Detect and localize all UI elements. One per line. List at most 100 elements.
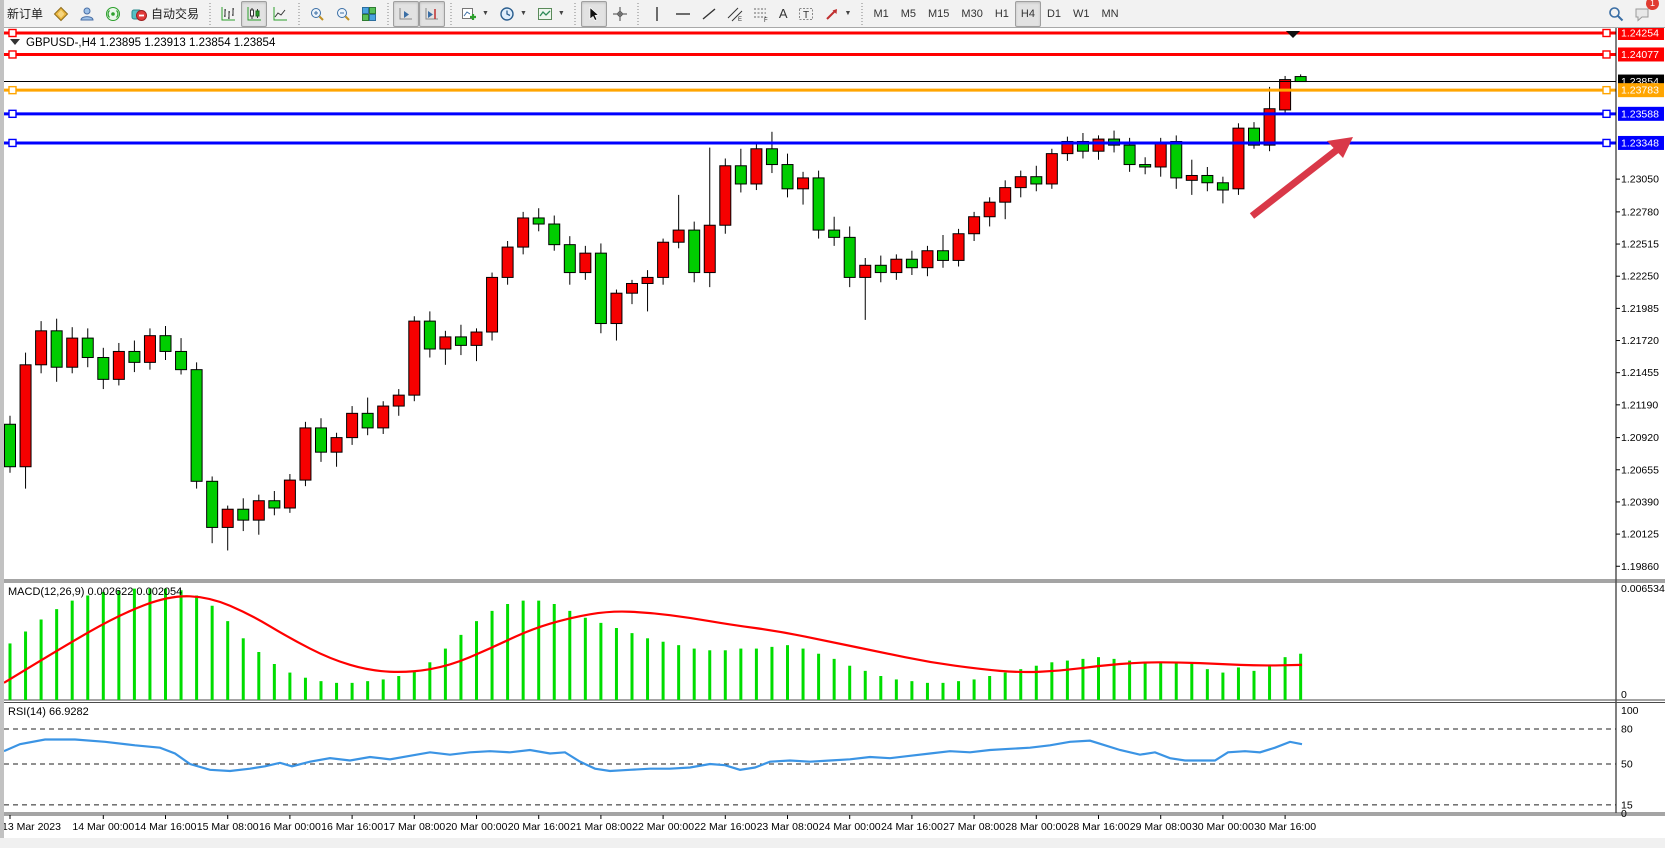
cursor-tool-button[interactable]: [580, 0, 607, 27]
candle-body: [439, 336, 452, 350]
text-tool-button[interactable]: A: [774, 1, 793, 27]
hline-tool-button[interactable]: [670, 1, 696, 27]
crosshair-tool-button[interactable]: [607, 1, 633, 27]
candle-body: [968, 216, 981, 235]
autotrade-button[interactable]: 自动交易: [126, 1, 204, 27]
level-anchor-left[interactable]: [8, 28, 17, 38]
line-chart-button[interactable]: [267, 1, 293, 27]
chart-shift-icon: [425, 7, 439, 19]
fibonacci-tool-button[interactable]: F: [748, 1, 774, 27]
vline-tool-button[interactable]: [644, 1, 670, 27]
candle-body: [486, 276, 499, 333]
level-anchor-left[interactable]: [8, 109, 17, 119]
channel-tool-button[interactable]: E: [722, 1, 748, 27]
chart-canvas[interactable]: 1.23050 1.22780 1.22515 1.22250 1.21985 1.217…: [0, 26, 1665, 838]
template-button[interactable]: ▼: [532, 1, 570, 27]
price-level-badge-text: 1.23588: [1621, 108, 1659, 120]
timeframe-W1[interactable]: W1: [1073, 7, 1090, 20]
candle-body: [983, 201, 996, 218]
level-anchor-left[interactable]: [8, 50, 17, 59]
price-tick-label: 1.21720: [1621, 335, 1659, 347]
cursor-icon: [589, 6, 600, 21]
search-button[interactable]: [1603, 1, 1629, 27]
candle-body: [330, 437, 343, 453]
level-anchor-right[interactable]: [1602, 85, 1611, 95]
candle-body: [392, 394, 405, 407]
time-label: 27 Mar 08:00: [943, 821, 1005, 833]
candle-body: [828, 229, 841, 238]
candle-body: [283, 479, 296, 509]
timeframe-H4[interactable]: H4: [1014, 0, 1041, 27]
candle-body: [112, 350, 125, 380]
level-anchor-right[interactable]: [1602, 28, 1611, 38]
candle-body: [66, 337, 79, 368]
time-label: 29 Mar 08:00: [1130, 821, 1192, 833]
trend-arrow-head[interactable]: [1327, 137, 1353, 158]
timeframe-M30[interactable]: M30: [961, 7, 983, 20]
rsi-scale-label: 15: [1621, 799, 1633, 811]
market-watch-button[interactable]: [74, 1, 100, 27]
chat-button[interactable]: 1: [1629, 0, 1659, 27]
new-order-button[interactable]: 新订单: [2, 1, 48, 27]
price-level-badge: [1618, 135, 1664, 150]
chart-shift-button[interactable]: [419, 0, 446, 27]
add-indicator-icon: [462, 7, 477, 20]
trendline-tool-button[interactable]: [696, 1, 722, 27]
candle-body: [1170, 140, 1183, 179]
candle-body: [672, 229, 685, 243]
dropdown-caret-icon: ▼: [844, 10, 852, 17]
chat-bubble-icon: [1635, 8, 1649, 22]
candle-body: [128, 350, 141, 363]
timeframe-MN[interactable]: MN: [1101, 7, 1119, 20]
rsi-scale-label: 100: [1621, 705, 1639, 717]
time-label: 28 Mar 00:00: [1005, 821, 1067, 833]
dropdown-caret-icon: ▼: [557, 10, 565, 17]
level-anchor-left[interactable]: [8, 138, 17, 148]
price-tick-label: 1.22780: [1621, 206, 1659, 218]
arrows-tool-button[interactable]: ▼: [819, 1, 857, 27]
dropdown-caret-icon: ▼: [482, 10, 489, 17]
chart-background: [0, 28, 1665, 838]
timeframe-D1[interactable]: D1: [1046, 7, 1062, 20]
periods-button[interactable]: ▼: [494, 1, 532, 27]
level-anchor-right[interactable]: [1602, 138, 1611, 148]
candle-body: [190, 369, 203, 482]
tile-windows-button[interactable]: [356, 1, 382, 27]
timeframe-H1[interactable]: H1: [994, 7, 1009, 20]
trend-arrow-shaft[interactable]: [1249, 146, 1341, 219]
candle-body: [1014, 176, 1027, 189]
level-anchor-right[interactable]: [1602, 50, 1611, 59]
toolbar-separator: [634, 2, 642, 25]
crosshair-icon: [612, 6, 627, 21]
signals-button[interactable]: [100, 1, 126, 27]
timeframe-M15[interactable]: M15: [928, 7, 950, 20]
candle-body: [548, 223, 561, 246]
candle-body: [517, 217, 530, 248]
toolbar-separator: [447, 2, 455, 25]
bar-chart-button[interactable]: [215, 1, 241, 27]
add-indicator-button[interactable]: ▼: [456, 1, 494, 27]
price-level-badge: [1618, 83, 1664, 98]
profiles-button[interactable]: [48, 1, 74, 27]
price-tick-label: 1.20655: [1621, 464, 1659, 476]
svg-text:E: E: [738, 17, 742, 22]
timeframe-M1[interactable]: M1: [873, 7, 889, 20]
candle-body: [175, 350, 188, 371]
candle-body: [268, 500, 281, 509]
candle-body: [454, 336, 467, 346]
candle-body: [1294, 76, 1307, 83]
chart-area[interactable]: 1.23050 1.22780 1.22515 1.22250 1.21985 1.217…: [0, 26, 1665, 838]
zoom-in-button[interactable]: [304, 1, 330, 27]
timeframe-M5[interactable]: M5: [900, 7, 917, 20]
level-anchor-right[interactable]: [1602, 109, 1611, 119]
candle-body: [1263, 108, 1276, 146]
symbol-dropdown-icon[interactable]: [10, 39, 20, 45]
autoscroll-button[interactable]: [393, 0, 420, 27]
candle-body: [594, 252, 607, 325]
time-label: 22 Mar 16:00: [694, 821, 756, 833]
level-anchor-left[interactable]: [8, 85, 17, 95]
time-label: 21 Mar 08:00: [570, 821, 632, 833]
zoom-out-button[interactable]: [330, 1, 356, 27]
candlestick-chart-button[interactable]: [241, 0, 268, 27]
text-label-tool-button[interactable]: T: [793, 1, 819, 27]
